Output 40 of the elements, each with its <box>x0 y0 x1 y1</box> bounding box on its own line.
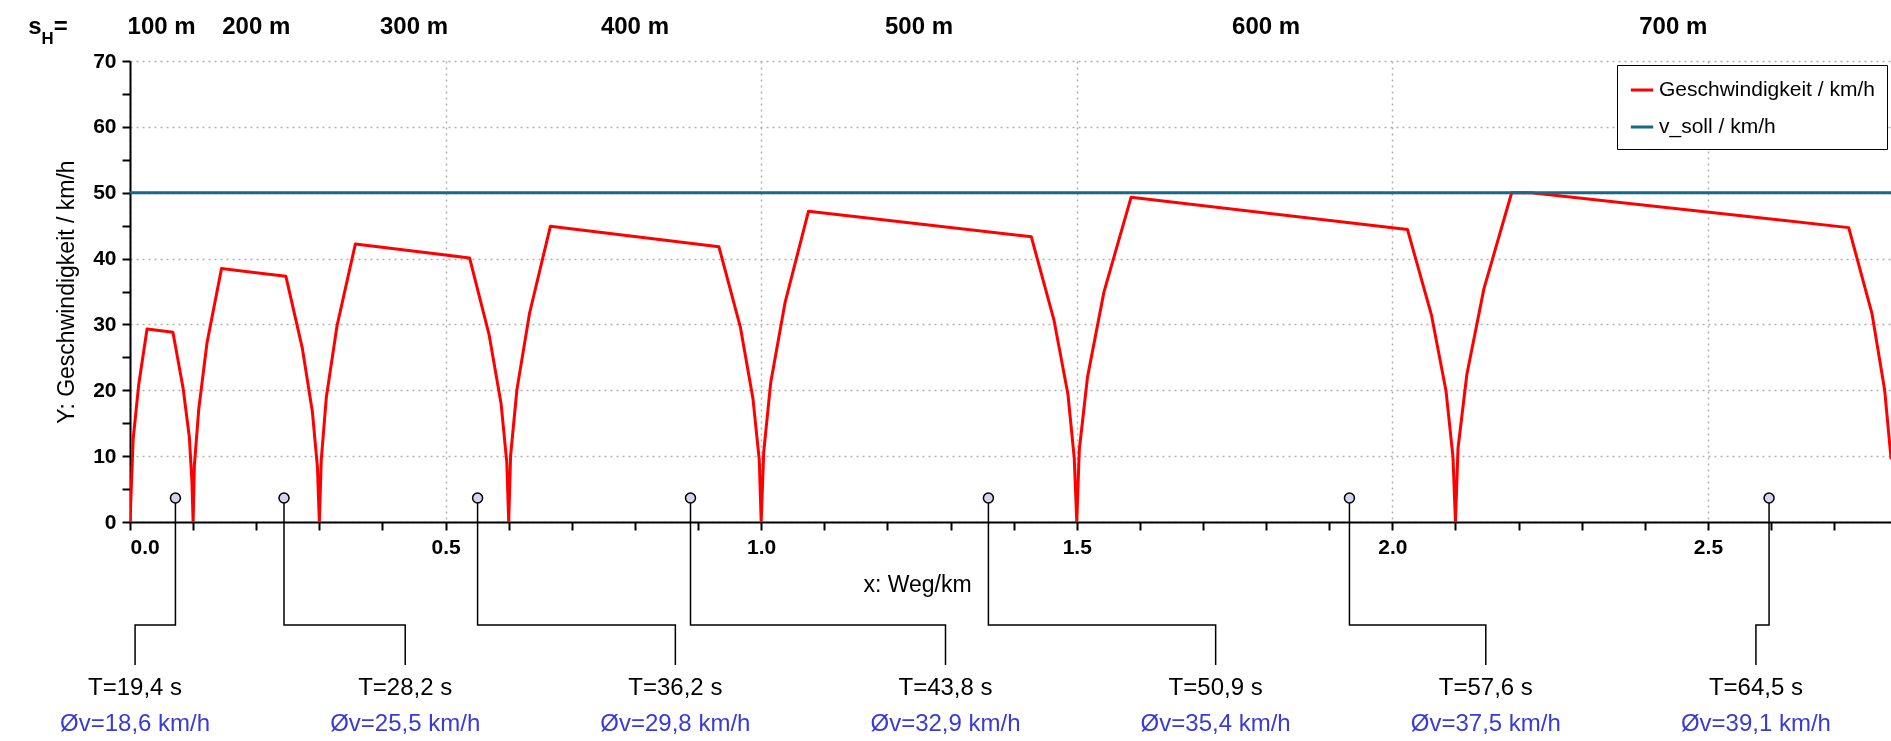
text: 700 m <box>1639 12 1708 39</box>
y-tick-label: 50 <box>93 180 117 204</box>
x-tick-label: 1.0 <box>747 534 777 558</box>
y-tick-label: 20 <box>93 377 117 401</box>
y-tick-label: 60 <box>93 114 117 138</box>
text: 200 m <box>222 12 291 39</box>
y-tick-label: 40 <box>93 246 117 270</box>
text: T=28,2 s <box>358 673 453 700</box>
text: s$_{H}$= <box>28 12 68 48</box>
legend-label: Geschwindigkeit / km/h <box>1659 77 1875 100</box>
text: Øv=25,5 km/h <box>330 709 481 736</box>
text: T=36,2 s <box>628 673 723 700</box>
text: Øv=35,4 km/h <box>1140 709 1291 736</box>
x-tick-label: 2.0 <box>1378 534 1408 558</box>
x-tick-label: 0.0 <box>130 534 160 558</box>
text: 100 m <box>127 12 196 39</box>
text: T=50,9 s <box>1168 673 1263 700</box>
text: Øv=37,5 km/h <box>1410 709 1561 736</box>
text: T=64,5 s <box>1708 673 1803 700</box>
x-axis-title: x: Weg/km <box>863 570 972 597</box>
legend-label: v_soll / km/h <box>1659 114 1776 138</box>
text: T=43,8 s <box>898 673 993 700</box>
y-tick-label: 70 <box>93 48 117 72</box>
y-axis-title: Y: Geschwindigkeit / km/h <box>53 160 80 424</box>
text: T=57,6 s <box>1438 673 1533 700</box>
y-tick-label: 0 <box>104 509 117 533</box>
text: Øv=39,1 km/h <box>1680 709 1831 736</box>
x-tick-label: 2.5 <box>1693 534 1724 558</box>
text: Øv=29,8 km/h <box>600 709 751 736</box>
text: Øv=18,6 km/h <box>60 709 211 736</box>
y-tick-label: 10 <box>93 443 117 467</box>
y-tick-label: 30 <box>93 311 117 335</box>
text: 600 m <box>1232 12 1301 39</box>
text: 500 m <box>884 12 954 39</box>
text: 400 m <box>600 12 669 39</box>
text: Øv=32,9 km/h <box>870 709 1021 736</box>
x-tick-label: 1.5 <box>1062 534 1093 558</box>
x-tick-label: 0.5 <box>431 534 461 558</box>
text: T=19,4 s <box>88 673 183 700</box>
text: 300 m <box>380 12 449 39</box>
